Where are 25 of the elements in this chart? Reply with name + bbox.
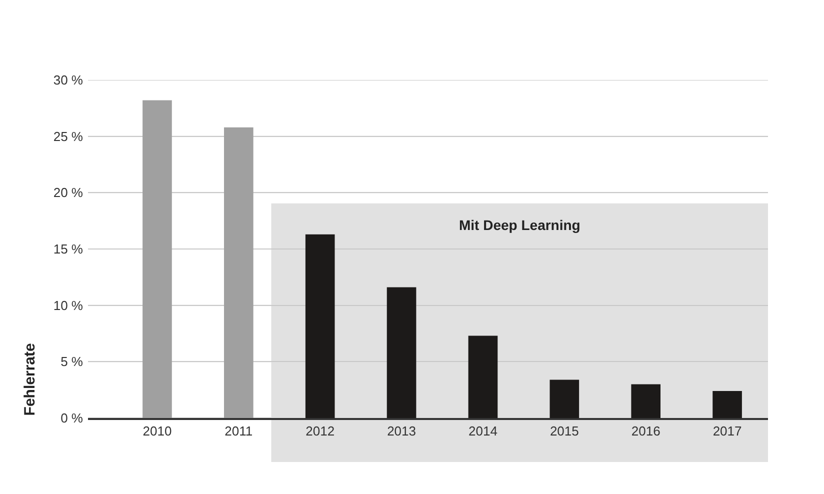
y-tick-label: 10 % (53, 298, 84, 313)
x-tick-label: 2013 (387, 423, 416, 438)
band-label: Mit Deep Learning (459, 217, 580, 233)
x-tick-label: 2017 (712, 423, 742, 438)
x-tick-label: 2010 (142, 423, 172, 438)
y-axis-title: Fehlerrate (22, 343, 39, 416)
y-tick-label: 20 % (53, 185, 84, 200)
bar (305, 234, 335, 418)
bar (712, 390, 742, 418)
x-tick-label: 2015 (550, 423, 579, 438)
bar (386, 287, 416, 418)
y-tick-label: 30 % (53, 72, 84, 88)
x-tick-label: 2016 (631, 423, 660, 438)
bar (468, 336, 498, 418)
bar (224, 127, 254, 418)
x-tick-label: 2012 (306, 423, 335, 438)
y-tick-label: 15 % (53, 242, 84, 257)
y-tick-label: 5 % (60, 354, 84, 370)
bar (631, 384, 660, 418)
bar (142, 100, 172, 418)
y-tick-label: 25 % (53, 128, 84, 144)
bar (550, 380, 580, 418)
y-tick-label: 0 % (60, 410, 84, 426)
x-tick-label: 2011 (224, 423, 253, 438)
x-tick-label: 2014 (468, 423, 498, 438)
